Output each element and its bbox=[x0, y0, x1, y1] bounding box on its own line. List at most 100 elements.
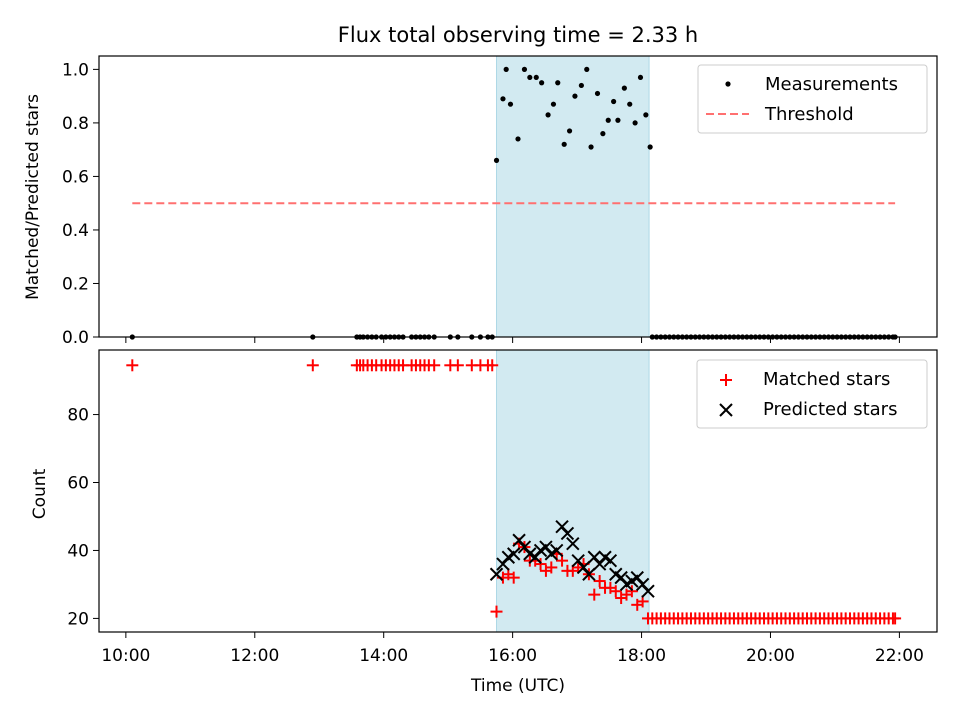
measurement-point bbox=[588, 144, 594, 150]
measurement-point bbox=[493, 157, 500, 163]
predicted-star-point bbox=[517, 540, 532, 554]
x-stroke-b bbox=[614, 570, 628, 585]
matched-star-point bbox=[507, 571, 520, 584]
matched-star-point bbox=[490, 605, 503, 618]
x-axis-label: Time (UTC) bbox=[470, 676, 565, 696]
x-tick-label: 20:00 bbox=[746, 646, 795, 666]
matched-star-point bbox=[534, 558, 547, 571]
legend-predicted-label: Predicted stars bbox=[763, 399, 897, 420]
top-x-ticks bbox=[125, 337, 900, 343]
top-legend-box bbox=[697, 64, 928, 134]
measurement-point bbox=[615, 117, 621, 123]
legend-matched-label: Matched stars bbox=[763, 369, 890, 390]
x-stroke-b bbox=[528, 550, 542, 564]
matched-star-point bbox=[428, 359, 441, 372]
x-tick-label: 12:00 bbox=[230, 646, 279, 666]
measurement-point bbox=[643, 112, 649, 118]
predicted-star-point bbox=[528, 550, 542, 564]
x-stroke-b bbox=[560, 526, 575, 541]
y-tick-label: 40 bbox=[67, 541, 89, 561]
x-tick-label: 18:00 bbox=[617, 646, 666, 666]
predicted-star-point bbox=[641, 584, 655, 598]
x-tick-label: 22:00 bbox=[875, 646, 924, 666]
matched-star-point bbox=[609, 585, 622, 598]
y-tick-label: 20 bbox=[67, 609, 89, 629]
predicted-star-point bbox=[489, 567, 504, 581]
legend-predicted-marker bbox=[719, 403, 733, 417]
measurement-point bbox=[515, 136, 521, 142]
predicted-star-point bbox=[512, 533, 526, 547]
predicted-star-point bbox=[555, 519, 569, 534]
predicted-star-point bbox=[635, 577, 650, 592]
matched-star-point bbox=[486, 359, 499, 372]
x-tick-label: 14:00 bbox=[359, 646, 408, 666]
measurement-point bbox=[632, 120, 638, 126]
measurement-point bbox=[507, 101, 514, 107]
y-tick-label: 1.0 bbox=[62, 60, 89, 80]
predicted-star-point bbox=[630, 570, 644, 585]
measurement-point bbox=[521, 66, 528, 72]
x-stroke-b bbox=[598, 550, 612, 564]
measurements-series bbox=[129, 66, 898, 340]
predicted-star-point bbox=[582, 567, 596, 581]
top-legend: Measurements Threshold bbox=[697, 64, 928, 134]
x-stroke-b bbox=[592, 557, 607, 571]
y-tick-label: 0.4 bbox=[62, 221, 89, 241]
measurement-point bbox=[500, 96, 506, 102]
y-tick-label: 0.2 bbox=[62, 274, 89, 294]
measurement-point bbox=[584, 66, 590, 72]
x-stroke-b bbox=[641, 584, 655, 598]
measurement-point bbox=[539, 80, 545, 86]
x-tick-label: 10:00 bbox=[101, 646, 150, 666]
x-stroke-b bbox=[489, 567, 504, 581]
x-stroke-b bbox=[555, 519, 569, 534]
matched-stars-series bbox=[126, 359, 902, 625]
measurement-point bbox=[550, 101, 557, 107]
bottom-y-axis-label: Count bbox=[30, 468, 50, 519]
bottom-legend-box bbox=[696, 359, 928, 429]
x-tick-label: 16:00 bbox=[488, 646, 537, 666]
matched-star-point bbox=[306, 359, 319, 372]
matched-star-point bbox=[889, 612, 902, 625]
y-tick-label: 0.6 bbox=[62, 167, 89, 187]
figure-title: Flux total observing time = 2.33 h bbox=[338, 23, 698, 47]
predicted-star-point bbox=[592, 557, 607, 571]
y-tick-label: 60 bbox=[67, 474, 89, 494]
bottom-legend: Matched stars Predicted stars bbox=[696, 359, 928, 429]
top-y-axis-label: Matched/Predicted stars bbox=[23, 94, 43, 300]
x-stroke-b bbox=[566, 536, 580, 551]
measurement-point bbox=[566, 128, 573, 134]
matched-star-point bbox=[588, 588, 601, 601]
top-y-axis: 0.0 0.2 0.4 0.6 0.8 1.0 bbox=[62, 60, 99, 348]
predicted-star-point bbox=[571, 553, 585, 568]
matched-star-point bbox=[625, 585, 638, 598]
observing-window-span bbox=[496, 349, 650, 633]
predicted-star-point bbox=[506, 547, 521, 561]
matched-star-point bbox=[451, 359, 464, 372]
predicted-star-point bbox=[539, 540, 553, 554]
x-stroke-b bbox=[609, 567, 623, 581]
y-tick-label: 80 bbox=[67, 406, 89, 426]
x-stroke-b bbox=[571, 553, 585, 568]
y-tick-label: 0.0 bbox=[62, 328, 89, 348]
predicted-star-point bbox=[549, 543, 564, 558]
x-stroke-b bbox=[539, 540, 553, 554]
legend-measurements-label: Measurements bbox=[765, 74, 898, 95]
measurement-point bbox=[594, 90, 601, 97]
measurement-point bbox=[578, 82, 584, 89]
x-stroke-b bbox=[506, 547, 521, 561]
predicted-star-point bbox=[566, 536, 580, 551]
bottom-highlight-span bbox=[496, 349, 650, 633]
bottom-x-axis: 10:00 12:00 14:00 16:00 18:00 20:00 22:00 bbox=[101, 632, 924, 666]
x-stroke-b bbox=[523, 547, 537, 561]
bottom-panel: 20 40 60 80 10:00 12:00 14:00 16:00 18:00 20:00 2… bbox=[30, 349, 938, 696]
matched-star-point bbox=[593, 575, 606, 588]
predicted-star-point bbox=[560, 526, 575, 541]
bottom-y-axis: 20 40 60 80 bbox=[67, 406, 99, 629]
measurement-point bbox=[533, 74, 539, 81]
top-plot-frame bbox=[98, 55, 938, 338]
measurement-point bbox=[600, 131, 606, 137]
measurement-point bbox=[561, 141, 567, 147]
x-stroke-b bbox=[582, 567, 596, 581]
